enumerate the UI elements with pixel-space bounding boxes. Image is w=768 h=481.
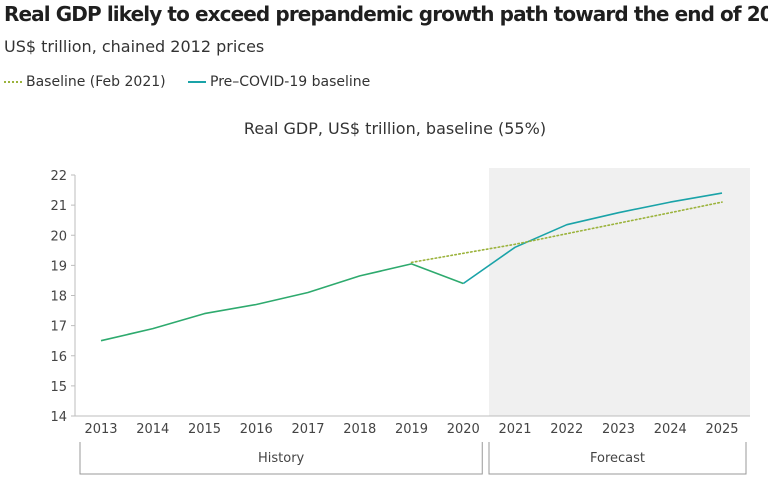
x-tick-label: 2013	[84, 422, 117, 437]
x-tick-label: 2023	[602, 422, 635, 437]
x-tick-label: 2022	[550, 422, 583, 437]
x-tick-label: 2017	[291, 422, 324, 437]
page-subtitle: US$ trillion, chained 2012 prices	[4, 37, 265, 56]
x-tick-label: 2014	[136, 422, 169, 437]
group-label: History	[258, 451, 305, 466]
chart-title: Real GDP, US$ trillion, baseline (55%)	[244, 119, 546, 138]
y-tick-label: 22	[50, 169, 67, 184]
group-bracket	[79, 442, 483, 475]
series-line-pre-covid	[462, 192, 723, 285]
y-tick-label: 14	[50, 410, 67, 425]
y-tick-label: 20	[50, 229, 67, 244]
page-title: Real GDP likely to exceed prepandemic gr…	[4, 2, 768, 26]
x-tick-label: 2021	[498, 422, 531, 437]
x-tick-label: 2019	[395, 422, 428, 437]
y-tick-label: 15	[50, 380, 67, 395]
forecast-shade	[489, 168, 750, 416]
x-tick-label: 2015	[188, 422, 221, 437]
x-tick-label: 2025	[705, 422, 738, 437]
legend-item-baseline: Baseline (Feb 2021)	[4, 72, 166, 92]
legend-label-baseline: Baseline (Feb 2021)	[26, 74, 166, 90]
y-tick-label: 21	[50, 199, 67, 214]
group-bracket	[488, 442, 747, 475]
y-tick-label: 17	[50, 320, 67, 335]
legend-item-pre-covid: Pre–COVID-19 baseline	[188, 72, 370, 92]
y-tick-label: 18	[50, 290, 67, 305]
x-tick-label: 2020	[447, 422, 480, 437]
y-tick-label: 19	[50, 259, 67, 274]
group-label: Forecast	[590, 451, 645, 466]
series-line-baseline	[410, 201, 723, 264]
y-tick-label: 16	[50, 350, 67, 365]
legend-swatch-baseline	[4, 81, 22, 83]
x-tick-label: 2016	[240, 422, 273, 437]
series-line-history	[100, 263, 464, 342]
legend-swatch-pre-covid	[188, 81, 206, 83]
legend-label-pre-covid: Pre–COVID-19 baseline	[210, 74, 371, 90]
x-tick-label: 2018	[343, 422, 376, 437]
x-tick-label: 2024	[654, 422, 687, 437]
